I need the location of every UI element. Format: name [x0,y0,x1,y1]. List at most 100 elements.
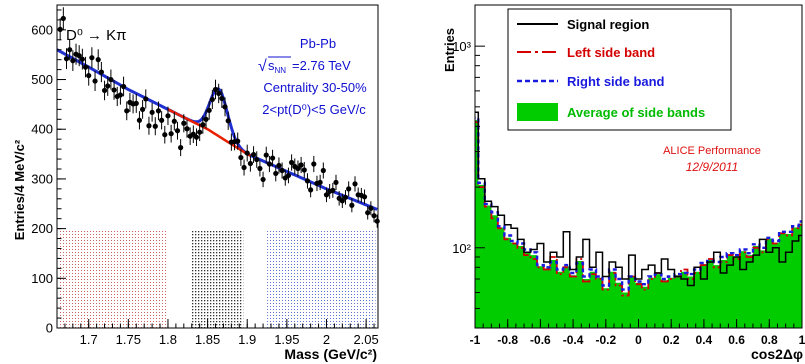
data-point [269,149,276,167]
legend-avg-swatch [517,103,558,121]
x-tick-label: 1.85 [195,332,220,347]
data-point [371,208,377,223]
data-point [67,39,73,61]
alice-date-label: 12/9/2011 [686,160,739,174]
y-tick-label: 600 [31,22,53,37]
y-tick-label: 10³ [452,39,471,54]
data-point [219,88,225,109]
info-pt: 2<pt(D⁰)<5 GeV/c [262,102,366,117]
y-tick-label: 10² [452,241,471,256]
data-point [60,7,66,30]
info-system: Pb-Pb [300,36,336,51]
data-point [304,173,311,189]
data-point [279,162,285,179]
legend-left-label: Left side band [567,45,655,60]
data-point [133,93,139,113]
data-point [101,80,108,101]
sqrt-symbol: √ [258,58,267,75]
data-point [209,89,215,110]
data-point [79,48,85,70]
data-point [250,146,257,163]
data-point [349,198,355,213]
data-point [63,48,70,70]
data-point [263,146,269,164]
data-point [235,132,241,150]
info-energy-value: =2.76 TeV [292,58,351,73]
y-tick-label: 200 [31,221,53,236]
x-tick-label: 1.8 [159,332,177,347]
data-point [108,69,114,90]
data-point [111,80,117,100]
data-point [136,111,143,130]
info-centrality: Centrality 30-50% [263,80,367,95]
legend-signal-label: Signal region [567,17,649,32]
data-point [266,155,273,173]
data-point [86,65,92,86]
data-points [57,7,380,228]
left-side-band-line [475,121,802,297]
data-point [76,45,82,67]
axes: 1.7 1.75 1.8 1.85 1.9 1.95 2 2.05 0 100 200 300 400 5… [31,9,379,347]
data-point [171,112,177,131]
collision-info: Pb-Pb √ sNN =2.76 TeV Centrality 30-50% … [258,36,367,117]
x-tick-label: 1.75 [116,332,141,347]
x-tick-label: 0 [635,333,642,347]
x-tick-label: 0.6 [728,333,745,347]
data-point [92,71,98,91]
background-fit-curve [167,108,251,157]
data-point [276,157,282,174]
data-point [295,160,301,177]
data-point [374,214,380,228]
data-point [149,103,155,122]
data-point [184,119,190,138]
axes: -1 -0.8 -0.6 -0.4 -0.2 0 0.2 0.4 0.6 0.8 1 10² 10³ [452,39,805,347]
legend-right-label: Right side band [567,74,665,89]
data-point [241,159,247,176]
data-point [308,182,314,198]
data-point [165,106,171,126]
data-point [212,79,219,100]
alice-performance-label: ALICE Performance [663,145,761,157]
data-point [260,171,266,188]
data-point [159,111,165,130]
x-tick-label: 0.8 [761,333,778,347]
side-band-left [58,230,167,328]
y-tick-label: 100 [31,271,53,286]
data-point [317,174,323,191]
data-point [168,124,174,143]
data-point [301,162,307,178]
x-tick-label: 0.4 [696,333,713,347]
data-point [197,123,203,142]
data-point [285,167,292,184]
x-tick-label: 1.95 [274,332,299,347]
data-point [254,151,260,168]
plot-frame [56,4,379,329]
data-point [273,165,279,182]
sqrt-s-nn: sNN [268,58,286,75]
signal-region-line [475,111,802,287]
data-point [365,205,371,220]
y-tick-label: 0 [46,321,53,336]
info-energy: √ sNN =2.76 TeV [258,56,351,75]
x-tick-label: -0.8 [497,333,518,347]
data-point [82,56,89,78]
data-point [117,85,124,105]
data-point [174,121,181,140]
data-point [289,154,295,171]
x-tick-label: -0.6 [530,333,551,347]
x-axis-label: cos2Δφ [751,346,803,362]
x-axis-label: Mass (GeV/c²) [284,346,377,362]
y-tick-label: 500 [31,72,53,87]
data-point [95,49,101,71]
x-tick-label: 2.05 [353,332,378,347]
data-point [206,100,212,120]
data-point [222,97,228,117]
x-tick-label: 2 [323,332,330,347]
data-point [368,201,374,216]
data-point [140,99,146,119]
data-point [225,111,231,130]
x-tick-label: 1.7 [80,332,98,347]
x-tick-label: -0.2 [595,333,616,347]
data-point [98,61,104,83]
data-point [333,174,339,191]
